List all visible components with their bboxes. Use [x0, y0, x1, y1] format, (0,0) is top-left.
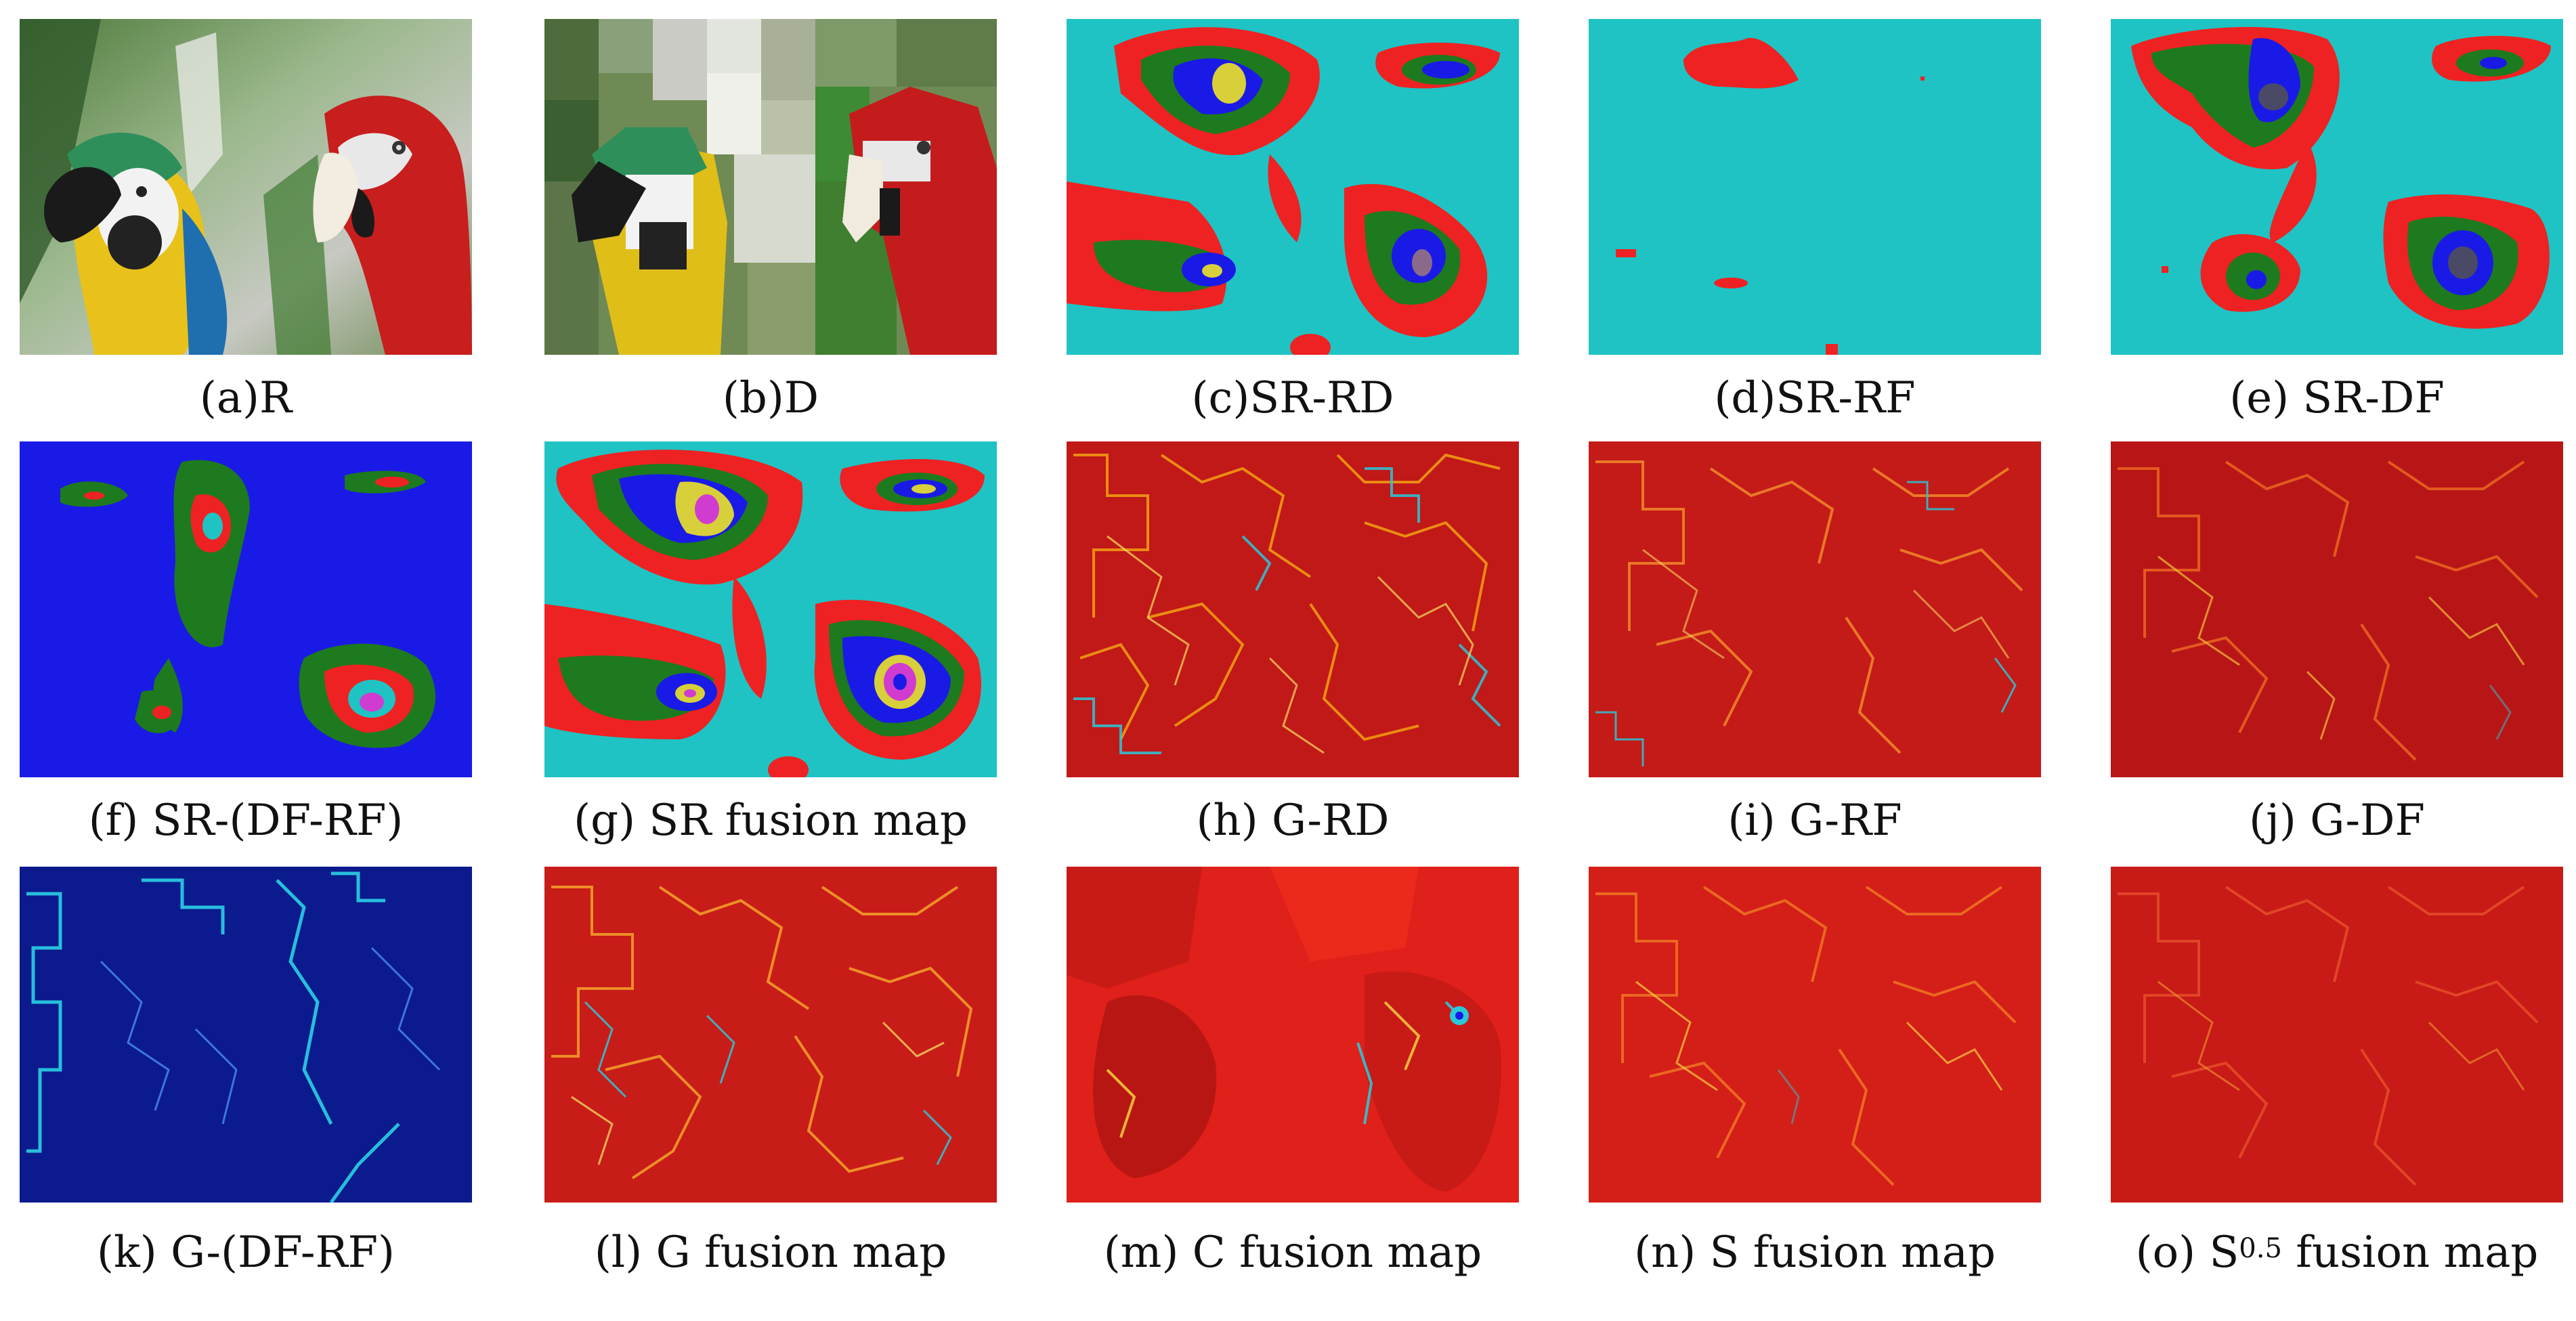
panel-i-g-rf: (i) G-RF — [1589, 441, 2041, 842]
g-rd-map — [1067, 441, 1519, 777]
panel-d-sr-rf: (d)SR-RF — [1589, 19, 2041, 420]
panel-i-caption: (i) G-RF — [1727, 796, 1902, 846]
sr-df-rf-map — [20, 441, 472, 777]
panel-o-caption-suffix: fusion map — [2281, 1228, 2539, 1278]
panel-b-caption: (b)D — [722, 373, 819, 423]
panel-h-g-rd: (h) G-RD — [1067, 441, 1519, 842]
panel-c-caption: (c)SR-RD — [1191, 373, 1394, 423]
panel-h-caption: (h) G-RD — [1196, 796, 1390, 846]
panel-n-s-fusion-map: (n) S fusion map — [1589, 867, 2041, 1274]
panel-a-caption: (a)R — [199, 373, 293, 423]
panel-g-caption: (g) SR fusion map — [574, 796, 968, 846]
panel-o-s05-fusion-map: (o) S0.5 fusion map — [2111, 867, 2563, 1274]
s05-fusion-map — [2111, 867, 2563, 1203]
panel-n-caption: (n) S fusion map — [1634, 1228, 1996, 1278]
panel-l-g-fusion-map: (l) G fusion map — [544, 867, 997, 1274]
panel-f-sr-df-rf: (f) SR-(DF-RF) — [20, 441, 472, 842]
panel-d-caption: (d)SR-RF — [1714, 373, 1916, 423]
panel-e-sr-df: (e) SR-DF — [2111, 19, 2563, 420]
panel-k-g-df-rf: (k) G-(DF-RF) — [20, 867, 472, 1274]
g-fusion-map — [544, 867, 997, 1203]
panel-l-caption: (l) G fusion map — [594, 1228, 947, 1278]
panel-o-caption-prefix: (o) S — [2135, 1228, 2239, 1278]
g-rf-map — [1589, 441, 2041, 777]
g-df-rf-map — [20, 867, 472, 1203]
sr-fusion-map — [544, 441, 997, 777]
panel-c-sr-rd: (c)SR-RD — [1067, 19, 1519, 420]
sr-df-map — [2111, 19, 2563, 355]
sr-rd-map — [1067, 19, 1519, 355]
panel-g-sr-fusion-map: (g) SR fusion map — [544, 441, 997, 842]
c-fusion-map — [1067, 867, 1519, 1203]
panel-k-caption: (k) G-(DF-RF) — [97, 1228, 395, 1278]
panel-m-c-fusion-map: (m) C fusion map — [1067, 867, 1519, 1274]
panel-o-caption-exponent: 0.5 — [2239, 1233, 2282, 1264]
panel-m-caption: (m) C fusion map — [1103, 1228, 1482, 1278]
g-df-map — [2111, 441, 2563, 777]
panel-e-caption: (e) SR-DF — [2229, 373, 2445, 423]
panel-f-caption: (f) SR-(DF-RF) — [88, 796, 404, 846]
panel-j-caption: (j) G-DF — [2249, 796, 2425, 846]
panel-b-distorted-image: (b)D — [544, 19, 997, 420]
parrots-photo — [20, 19, 472, 355]
panel-a-reference-image: (a)R — [20, 19, 472, 420]
pixelated-parrots-photo — [544, 19, 997, 355]
panel-j-g-df: (j) G-DF — [2111, 441, 2563, 842]
sr-rf-map — [1589, 19, 2041, 355]
s-fusion-map — [1589, 867, 2041, 1203]
panel-o-caption: (o) S0.5 fusion map — [2084, 1231, 2576, 1274]
